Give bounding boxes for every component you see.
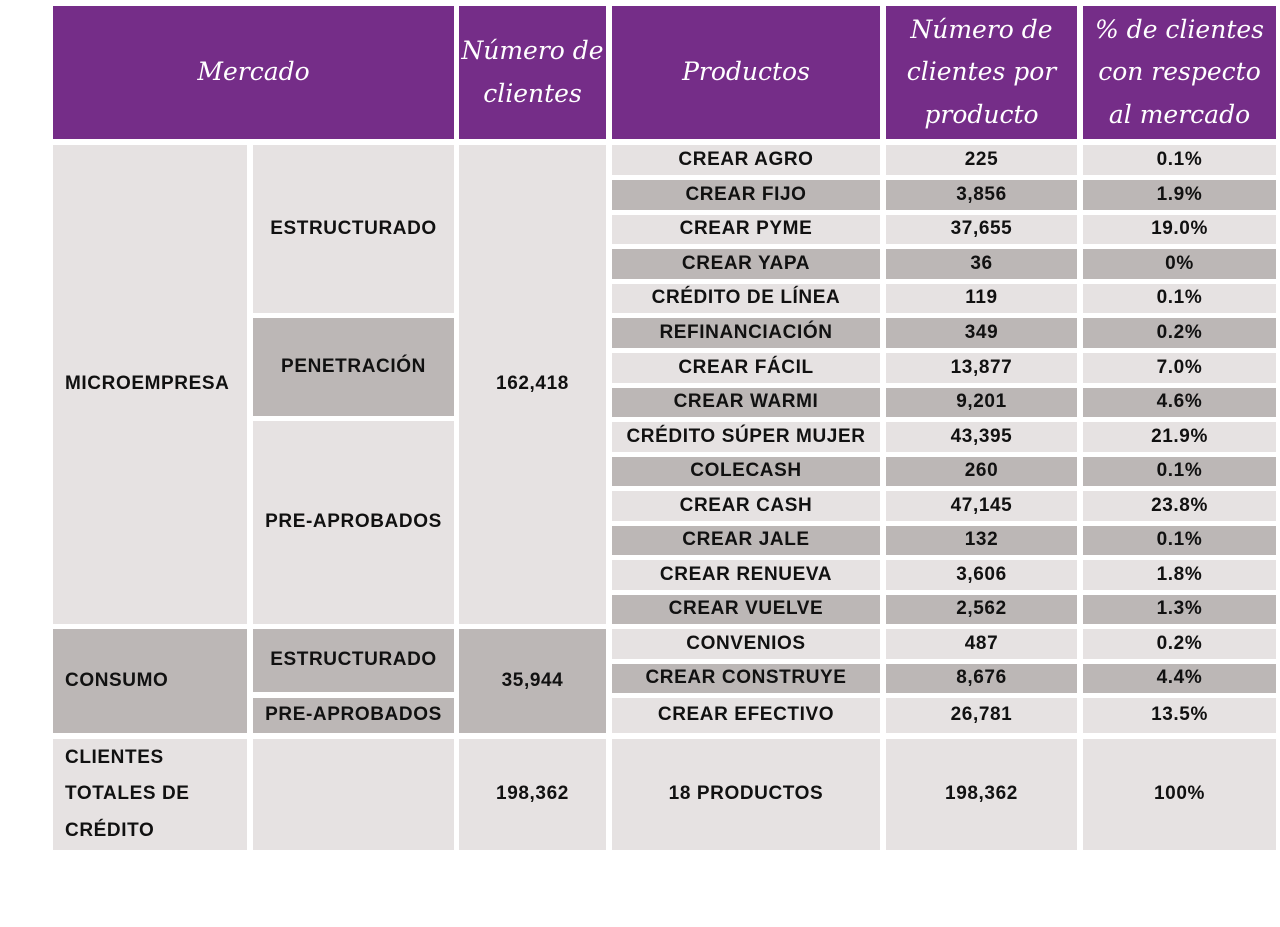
product-name: CREAR RENUEVA — [612, 560, 880, 590]
product-pct: 7.0% — [1083, 353, 1276, 383]
product-clients: 225 — [886, 145, 1077, 175]
product-pct: 0.2% — [1083, 629, 1276, 659]
total-segment-empty — [253, 739, 454, 850]
product-name: CREAR YAPA — [612, 249, 880, 279]
product-pct: 1.8% — [1083, 560, 1276, 590]
segment-pre-aprobados-consumo: PRE-APROBADOS — [253, 698, 454, 733]
product-name: CREAR JALE — [612, 526, 880, 555]
product-pct: 4.4% — [1083, 664, 1276, 693]
header-clientes-por-producto: Número de clientes por producto — [886, 6, 1077, 139]
product-name: CREAR VUELVE — [612, 595, 880, 624]
total-products: 18 PRODUCTOS — [612, 739, 880, 850]
product-name: REFINANCIACIÓN — [612, 318, 880, 348]
product-name: COLECASH — [612, 457, 880, 486]
segment-estructurado-consumo: ESTRUCTURADO — [253, 629, 454, 692]
header-productos: Productos — [612, 6, 880, 139]
header-porcentaje: % de clientes con respecto al mercado — [1083, 6, 1276, 139]
total-clients: 198,362 — [459, 739, 606, 850]
product-clients: 47,145 — [886, 491, 1077, 521]
segment-penetracion: PENETRACIÓN — [253, 318, 454, 416]
product-name: CREAR CASH — [612, 491, 880, 521]
market-clients-microempresa: 162,418 — [459, 145, 606, 624]
product-pct: 21.9% — [1083, 422, 1276, 452]
segment-estructurado: ESTRUCTURADO — [253, 145, 454, 313]
product-pct: 0.1% — [1083, 526, 1276, 555]
product-clients: 43,395 — [886, 422, 1077, 452]
market-clients-consumo: 35,944 — [459, 629, 606, 733]
header-numero-clientes: Número de clientes — [459, 6, 606, 139]
product-clients: 119 — [886, 284, 1077, 313]
segment-pre-aprobados: PRE-APROBADOS — [253, 421, 454, 624]
product-clients: 3,606 — [886, 560, 1077, 590]
market-microempresa: MICROEMPRESA — [53, 145, 247, 624]
product-clients: 349 — [886, 318, 1077, 348]
product-pct: 0.1% — [1083, 145, 1276, 175]
product-pct: 1.9% — [1083, 180, 1276, 210]
product-clients: 37,655 — [886, 215, 1077, 244]
product-pct: 19.0% — [1083, 215, 1276, 244]
product-clients: 8,676 — [886, 664, 1077, 693]
product-pct: 0.1% — [1083, 284, 1276, 313]
product-name: CRÉDITO DE LÍNEA — [612, 284, 880, 313]
total-clients-por-producto: 198,362 — [886, 739, 1077, 850]
product-pct: 13.5% — [1083, 698, 1276, 733]
product-name: CREAR FÁCIL — [612, 353, 880, 383]
total-label: CLIENTES TOTALES DE CRÉDITO — [53, 739, 247, 850]
product-clients: 3,856 — [886, 180, 1077, 210]
product-name: CREAR WARMI — [612, 388, 880, 417]
market-consumo: CONSUMO — [53, 629, 247, 733]
product-clients: 260 — [886, 457, 1077, 486]
product-clients: 132 — [886, 526, 1077, 555]
product-name: CONVENIOS — [612, 629, 880, 659]
product-pct: 0% — [1083, 249, 1276, 279]
product-pct: 1.3% — [1083, 595, 1276, 624]
product-name: CREAR CONSTRUYE — [612, 664, 880, 693]
product-name: CREAR EFECTIVO — [612, 698, 880, 733]
product-pct: 0.1% — [1083, 457, 1276, 486]
product-clients: 2,562 — [886, 595, 1077, 624]
product-clients: 36 — [886, 249, 1077, 279]
product-clients: 487 — [886, 629, 1077, 659]
product-name: CRÉDITO SÚPER MUJER — [612, 422, 880, 452]
total-pct: 100% — [1083, 739, 1276, 850]
product-clients: 9,201 — [886, 388, 1077, 417]
product-pct: 0.2% — [1083, 318, 1276, 348]
product-name: CREAR FIJO — [612, 180, 880, 210]
header-mercado: Mercado — [53, 6, 454, 139]
product-pct: 23.8% — [1083, 491, 1276, 521]
product-pct: 4.6% — [1083, 388, 1276, 417]
product-clients: 26,781 — [886, 698, 1077, 733]
product-name: CREAR AGRO — [612, 145, 880, 175]
product-name: CREAR PYME — [612, 215, 880, 244]
product-clients: 13,877 — [886, 353, 1077, 383]
